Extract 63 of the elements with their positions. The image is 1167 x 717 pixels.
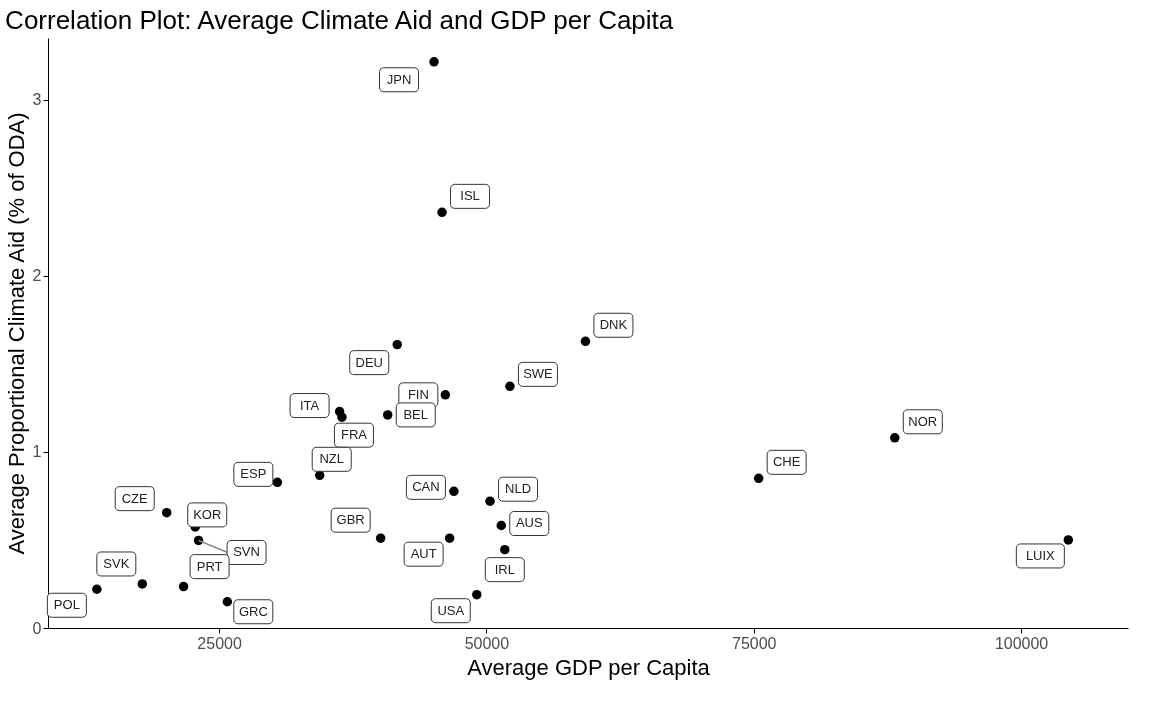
data-label: IRL (494, 561, 515, 577)
data-label: NLD (505, 481, 532, 497)
point (500, 544, 510, 555)
data-label: FIN (407, 386, 429, 402)
point (440, 390, 451, 400)
y-tick-label: 3 (32, 91, 42, 109)
data-label: CAN (412, 479, 440, 495)
x-tick-label: 100000 (994, 634, 1049, 652)
point (449, 486, 459, 497)
point (437, 207, 447, 218)
y-tick-label: 2 (32, 267, 42, 285)
point (392, 339, 402, 350)
data-label: NZL (319, 451, 344, 467)
data-label: DEU (355, 354, 383, 370)
data-label: GRC (238, 603, 268, 619)
y-tick-label: 0 (32, 619, 42, 637)
data-label: NOR (908, 413, 938, 429)
data-label: LUIX (1025, 547, 1056, 563)
point (753, 473, 764, 484)
data-label: SVK (103, 555, 130, 571)
chart-title: Correlation Plot: Average Climate Aid and GDP per Capita (5, 5, 674, 35)
data-label: SWE (523, 366, 554, 382)
data-label: ISL (460, 188, 480, 204)
data-label: AUS (515, 515, 543, 531)
point (444, 533, 455, 543)
data-label: POL (53, 597, 80, 613)
data-label: GBR (336, 512, 365, 528)
point (1063, 535, 1074, 545)
data-label: SVN (233, 544, 260, 560)
point (272, 477, 283, 488)
data-label: FRA (340, 427, 368, 443)
point (92, 584, 102, 594)
x-axis-title: Average GDP per Capita (467, 654, 711, 680)
data-label: USA (437, 602, 465, 618)
point (890, 433, 900, 443)
x-tick-label: 75000 (731, 634, 777, 652)
data-label: ESP (240, 466, 267, 482)
point (178, 581, 189, 592)
point (161, 507, 172, 518)
data-label: ITA (299, 397, 320, 413)
y-axis-title: Average Proportional Climate Aid (% of ODA) (3, 112, 29, 555)
x-tick-label: 50000 (464, 634, 510, 652)
data-label: DNK (599, 317, 628, 333)
point (375, 533, 386, 543)
point (137, 579, 148, 589)
point (222, 597, 233, 607)
point (580, 336, 591, 347)
point (496, 520, 507, 531)
point (485, 496, 495, 506)
data-label: PRT (196, 558, 223, 574)
x-tick-label: 25000 (197, 634, 242, 652)
data-label: AUT (410, 546, 437, 562)
data-label: BEL (403, 406, 429, 422)
data-label: CZE (121, 490, 149, 506)
point (337, 412, 347, 422)
point (505, 381, 515, 392)
data-label: CHE (772, 454, 801, 470)
data-label: JPN (386, 71, 412, 87)
y-tick-label: 1 (32, 443, 42, 461)
point (472, 589, 482, 600)
point (382, 410, 393, 420)
data-label: KOR (193, 506, 222, 522)
point (429, 57, 439, 67)
